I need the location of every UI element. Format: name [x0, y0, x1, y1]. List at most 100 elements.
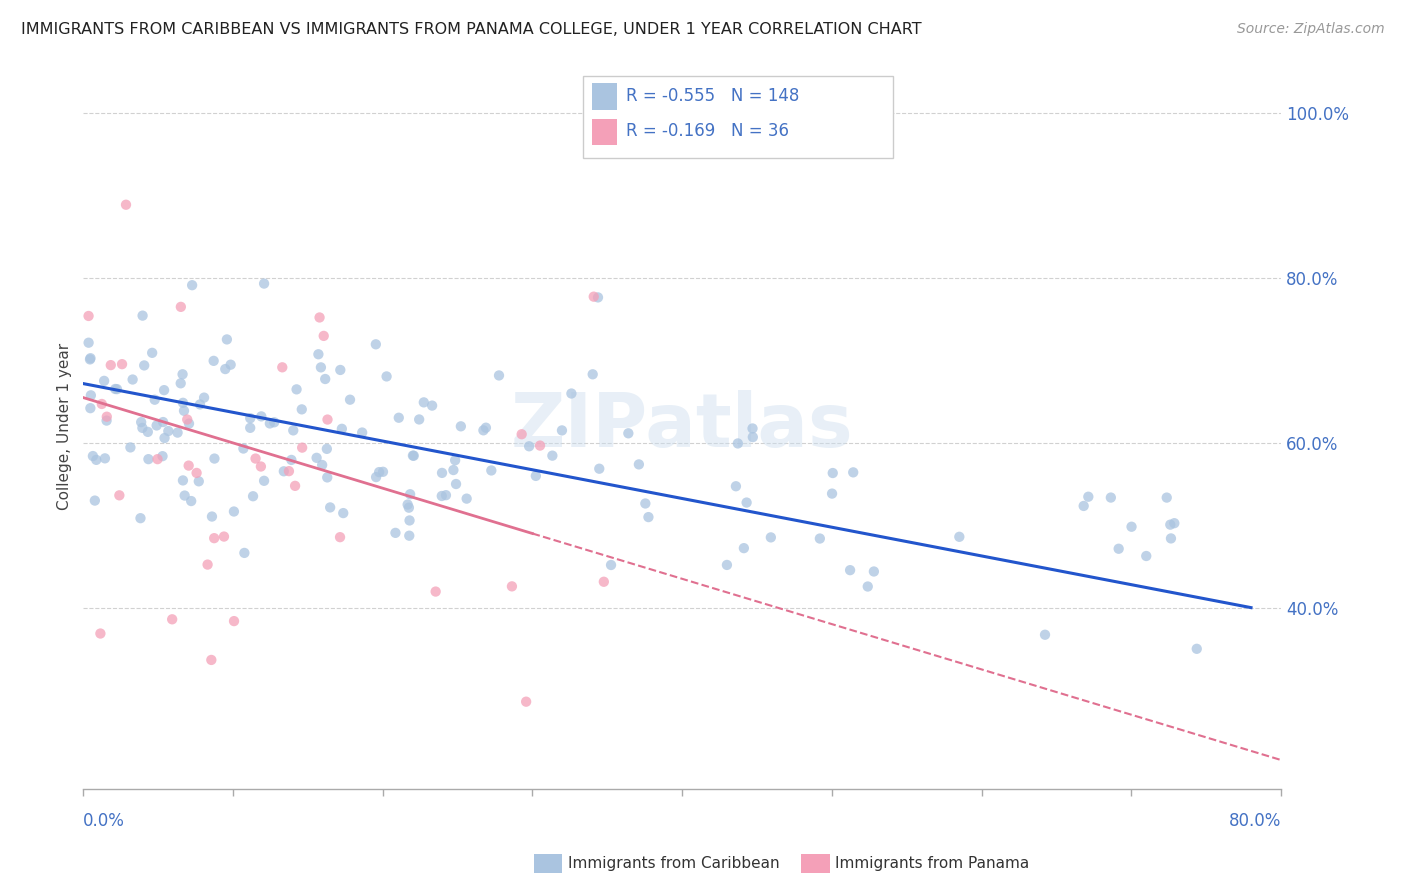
Point: [600, 558, 623, 572]
Text: R = -0.555   N = 148: R = -0.555 N = 148: [626, 87, 799, 104]
Point: [339, 392, 361, 407]
Point: [108, 488, 131, 502]
Point: [283, 424, 305, 438]
Point: [177, 417, 200, 431]
Point: [100, 358, 122, 372]
Point: [180, 494, 202, 508]
Point: [842, 466, 865, 480]
Point: [724, 479, 747, 493]
Point: [479, 463, 502, 477]
Point: [368, 465, 391, 479]
Point: [79, 352, 101, 367]
Point: [1073, 499, 1095, 513]
Point: [115, 198, 138, 212]
Point: [402, 449, 425, 463]
Point: [84, 453, 107, 467]
Point: [181, 278, 204, 293]
Point: [202, 354, 225, 368]
Text: Immigrants from Caribbean: Immigrants from Caribbean: [568, 856, 780, 871]
Point: [253, 277, 276, 291]
Point: [197, 558, 219, 572]
Point: [582, 290, 605, 304]
Point: [215, 333, 238, 347]
Point: [82, 449, 104, 463]
Point: [821, 486, 844, 500]
Point: [517, 439, 540, 453]
Point: [398, 529, 420, 543]
Point: [129, 415, 152, 429]
Point: [311, 458, 333, 472]
Point: [735, 495, 758, 509]
Point: [253, 474, 276, 488]
Point: [250, 409, 273, 424]
Point: [1121, 520, 1143, 534]
Point: [727, 436, 749, 450]
Point: [402, 449, 425, 463]
Point: [94, 451, 117, 466]
Point: [634, 496, 657, 510]
Point: [430, 489, 453, 503]
Point: [425, 584, 447, 599]
Text: R = -0.169   N = 36: R = -0.169 N = 36: [626, 122, 789, 140]
Point: [319, 500, 342, 515]
Point: [96, 414, 118, 428]
Point: [364, 337, 387, 351]
Point: [307, 347, 329, 361]
Point: [111, 357, 134, 371]
Point: [1160, 532, 1182, 546]
Point: [172, 474, 194, 488]
Point: [201, 509, 224, 524]
Point: [1033, 628, 1056, 642]
Point: [79, 401, 101, 416]
Point: [716, 558, 738, 572]
Point: [450, 419, 472, 434]
Point: [398, 500, 420, 515]
Point: [166, 425, 188, 440]
Point: [444, 477, 467, 491]
Point: [637, 510, 659, 524]
Point: [242, 489, 264, 503]
Point: [77, 309, 100, 323]
Point: [187, 475, 209, 489]
Point: [273, 464, 295, 478]
Point: [524, 469, 547, 483]
Point: [316, 412, 339, 426]
Point: [588, 461, 610, 475]
Point: [1099, 491, 1122, 505]
Point: [586, 290, 609, 304]
Point: [441, 463, 464, 477]
Point: [475, 420, 498, 434]
Point: [444, 453, 467, 467]
Point: [456, 491, 478, 506]
Point: [170, 300, 193, 314]
Point: [143, 392, 166, 407]
Point: [1156, 491, 1178, 505]
Point: [821, 466, 844, 480]
Point: [222, 504, 245, 518]
Point: [364, 470, 387, 484]
Point: [232, 442, 254, 456]
Point: [285, 382, 308, 396]
Point: [375, 369, 398, 384]
Point: [77, 335, 100, 350]
Point: [239, 421, 262, 435]
Text: Source: ZipAtlas.com: Source: ZipAtlas.com: [1237, 22, 1385, 37]
Point: [515, 695, 537, 709]
Point: [152, 415, 174, 429]
Point: [131, 309, 153, 323]
Point: [808, 532, 831, 546]
Point: [541, 449, 564, 463]
Point: [204, 451, 226, 466]
Point: [121, 372, 143, 386]
Point: [488, 368, 510, 383]
Point: [263, 415, 285, 429]
Point: [138, 452, 160, 467]
Point: [157, 424, 180, 438]
Point: [136, 425, 159, 439]
Point: [329, 363, 352, 377]
Point: [314, 372, 336, 386]
Point: [1163, 516, 1185, 531]
Point: [245, 451, 267, 466]
Point: [617, 426, 640, 441]
Point: [399, 487, 422, 501]
